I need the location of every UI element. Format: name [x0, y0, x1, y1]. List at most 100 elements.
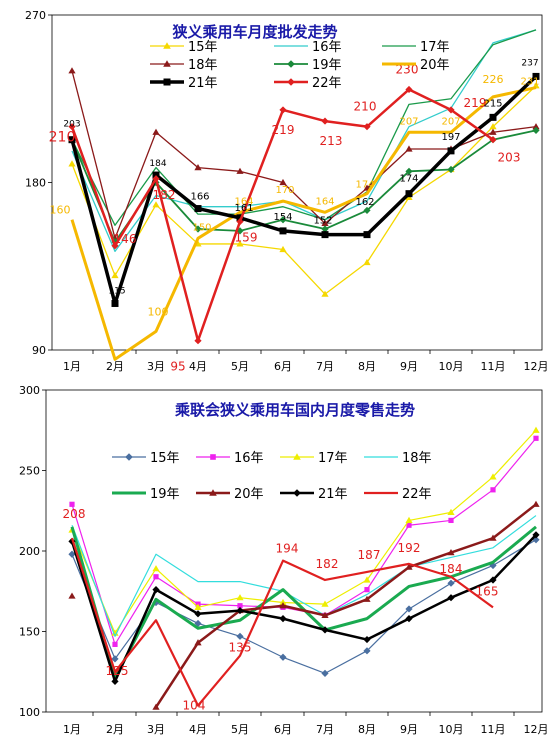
data-point-15年: [447, 579, 455, 587]
data-label: 207: [441, 116, 460, 127]
x-tick-label: 11月: [481, 723, 506, 736]
legend-label: 20年: [420, 58, 450, 73]
chart-2: 100 150 200 250 300 1月 2月 3月 4月 5月 6月 7月 8月 9月 10月 11月 1…: [19, 384, 547, 736]
data-point-15年: [279, 245, 287, 253]
legend-label: 22年: [312, 76, 342, 91]
data-point-15年: [111, 271, 119, 279]
data-label: 230: [396, 62, 419, 76]
legend-label: 16年: [234, 451, 264, 466]
legend-label: 18年: [188, 58, 218, 73]
data-point-20年: [363, 595, 371, 602]
data-point-18年: [405, 145, 413, 152]
data-point-21年: [405, 190, 413, 198]
data-label: 174: [355, 180, 374, 191]
data-point-21年: [321, 231, 329, 239]
data-label: 215: [483, 98, 502, 109]
data-point-21年: [68, 136, 76, 144]
data-point-21年: [363, 635, 371, 644]
y-tick-label: 100: [19, 706, 40, 719]
data-point-22年: [279, 106, 287, 114]
series-group: [68, 426, 540, 710]
data-point-15年: [363, 647, 371, 655]
data-point-21年: [279, 227, 287, 235]
data-point-19年: [532, 126, 540, 134]
data-point-22年: [111, 242, 119, 250]
data-point-21年: [532, 531, 540, 539]
legend-label: 17年: [420, 40, 450, 55]
data-point-17年: [363, 576, 371, 583]
data-point-21年: [489, 113, 497, 121]
y-tick-label: 150: [19, 626, 40, 639]
x-tick-label: 5月: [231, 360, 249, 373]
data-point-19年: [447, 165, 455, 174]
data-label: 192: [398, 541, 421, 555]
data-label: 160: [50, 204, 71, 217]
data-label: 146: [114, 232, 137, 246]
y-tick-label: 180: [25, 177, 46, 190]
data-point-20年: [405, 563, 413, 570]
data-label: 135: [229, 641, 252, 655]
series-line-18年: [71, 515, 537, 637]
data-point-21年: [279, 615, 287, 623]
data-point-16年: [112, 641, 118, 647]
data-point-18年: [532, 123, 540, 130]
data-point-19年: [279, 216, 287, 224]
x-tick-label: 3月: [147, 360, 165, 373]
y-tick-label: 270: [25, 9, 46, 22]
x-tick-label: 7月: [316, 723, 334, 736]
series-line-21年: [70, 534, 537, 683]
legend-label: 16年: [312, 40, 342, 55]
data-label: 152: [313, 216, 332, 227]
series-line-15年: [71, 85, 537, 295]
data-label: 182: [316, 557, 339, 571]
data-label: 150: [192, 222, 211, 233]
data-label: 174: [399, 174, 418, 185]
data-label: 161: [234, 203, 253, 214]
data-point-21年: [194, 205, 202, 213]
data-label: 184: [149, 159, 166, 169]
x-tick-label: 4月: [189, 360, 207, 373]
data-label: 166: [190, 192, 209, 203]
data-point-20年: [279, 602, 287, 609]
data-label: 162: [355, 197, 374, 208]
data-point-20年: [532, 500, 540, 507]
data-point-20年: [447, 549, 455, 556]
data-point-21年: [236, 214, 244, 222]
data-point-16年: [364, 587, 370, 593]
legend-label: 22年: [402, 487, 432, 502]
legend-label: 21年: [188, 76, 218, 91]
data-point-17年: [447, 508, 455, 515]
data-point-15年: [405, 605, 413, 613]
y-tick-label: 250: [19, 465, 40, 478]
x-tick-label: 6月: [274, 723, 292, 736]
data-label: 165: [476, 584, 499, 598]
series-line-19年: [70, 525, 537, 680]
y-tick-label: 300: [19, 384, 40, 397]
data-label: 115: [108, 286, 125, 296]
x-tick-label: 6月: [274, 360, 292, 373]
data-point-15年: [489, 123, 497, 130]
data-point-18年: [279, 178, 287, 186]
data-point-22年: [321, 117, 329, 125]
x-tick-label: 7月: [316, 360, 334, 373]
data-point-17年: [236, 594, 244, 601]
x-tick-label: 12月: [524, 723, 547, 736]
legend-marker: [209, 489, 217, 496]
x-tick-label: 10月: [439, 360, 464, 373]
data-point-22年: [489, 136, 497, 144]
legend-marker: [163, 78, 171, 86]
data-point-16年: [237, 603, 243, 609]
data-point-22年: [236, 217, 244, 226]
data-point-21年: [152, 586, 160, 594]
data-point-22年: [194, 337, 202, 345]
data-label: 159: [235, 231, 258, 245]
data-point-21年: [447, 594, 455, 602]
x-tick-label: 8月: [358, 723, 376, 736]
data-point-15年: [68, 160, 76, 167]
data-label: 164: [315, 196, 334, 207]
data-label: 95: [170, 360, 185, 374]
series-line-16年: [71, 437, 537, 645]
data-label: 208: [63, 507, 86, 521]
data-label: 187: [358, 548, 381, 562]
data-point-16年: [490, 487, 496, 493]
